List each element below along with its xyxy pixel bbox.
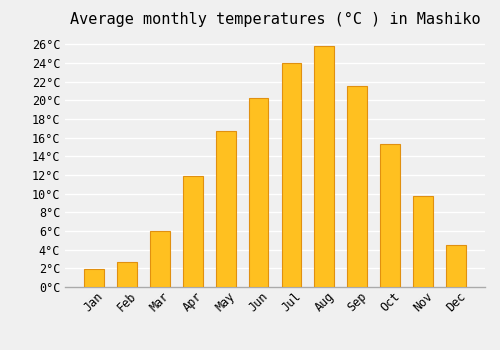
Bar <box>348 86 367 287</box>
Bar <box>314 46 334 287</box>
Bar <box>117 262 137 287</box>
Bar <box>380 144 400 287</box>
Bar <box>150 231 170 287</box>
Bar <box>84 269 104 287</box>
Bar <box>282 63 302 287</box>
Bar <box>446 245 466 287</box>
Bar <box>248 98 268 287</box>
Bar <box>216 131 236 287</box>
Bar <box>413 196 433 287</box>
Bar <box>183 176 203 287</box>
Title: Average monthly temperatures (°C ) in Mashiko: Average monthly temperatures (°C ) in Ma… <box>70 12 480 27</box>
